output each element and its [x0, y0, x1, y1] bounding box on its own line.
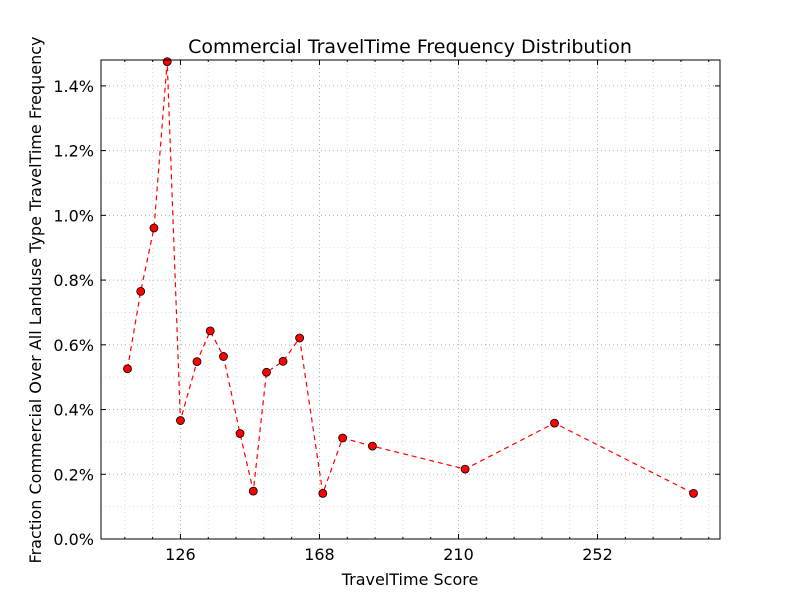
- y-tick-label: 0.0%: [53, 530, 94, 549]
- data-point: [219, 352, 228, 361]
- x-axis-label: TravelTime Score: [341, 570, 479, 589]
- x-tick-label: 126: [165, 545, 196, 564]
- y-tick-label: 0.2%: [53, 465, 94, 484]
- grid: [101, 60, 720, 540]
- y-tick-label: 0.6%: [53, 336, 94, 355]
- data-point: [235, 429, 245, 438]
- series-line: [126, 61, 694, 494]
- y-tick-label: 0.8%: [53, 271, 94, 290]
- data-point: [368, 441, 377, 451]
- data-point: [295, 333, 305, 343]
- y-tick-label: 1.0%: [53, 206, 94, 225]
- data-point: [192, 357, 202, 367]
- data-point: [162, 57, 172, 67]
- series-points: [123, 57, 698, 498]
- data-point: [550, 418, 559, 428]
- x-tick-label: 168: [304, 545, 335, 564]
- x-tick-label: 252: [582, 545, 613, 564]
- y-tick-label: 0.4%: [53, 401, 94, 420]
- chart-title: Commercial TravelTime Frequency Distribu…: [188, 36, 632, 58]
- data-point: [278, 356, 288, 366]
- data-point: [123, 364, 132, 374]
- data-point: [176, 416, 185, 425]
- plot-frame: [100, 59, 721, 540]
- data-point: [248, 486, 258, 496]
- data-point: [149, 223, 159, 233]
- data-point: [338, 433, 348, 443]
- data-point: [689, 488, 698, 498]
- y-axis-label: Fraction Commercial Over All Landuse Typ…: [26, 37, 45, 564]
- series-group: [123, 57, 698, 498]
- data-point: [318, 488, 328, 498]
- data-point: [136, 287, 146, 296]
- data-point: [460, 464, 470, 474]
- data-point: [262, 367, 271, 377]
- x-tick-label: 210: [443, 545, 474, 564]
- data-point: [205, 326, 215, 336]
- y-tick-label: 1.2%: [53, 142, 94, 161]
- y-tick-label: 1.4%: [53, 77, 94, 96]
- axis-ticks: 126 168 210 252 0.0% 0.2% 0.4% 0.6% 0.8% 1.0% 1.2%…: [53, 60, 720, 564]
